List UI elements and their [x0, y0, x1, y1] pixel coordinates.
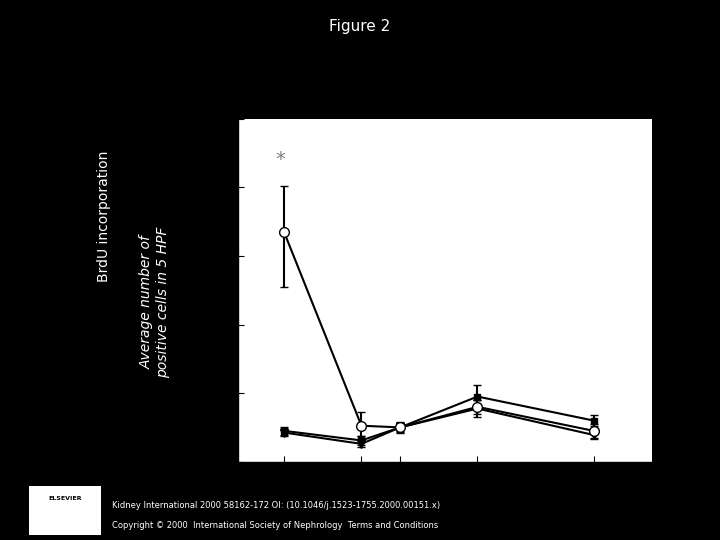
Text: Time,: Time, [316, 492, 364, 507]
Text: days after streptozotocin: days after streptozotocin [364, 492, 555, 507]
Text: Copyright © 2000  International Society of Nephrology  Terms and Conditions: Copyright © 2000 International Society o… [112, 521, 438, 530]
Text: ELSEVIER: ELSEVIER [48, 496, 81, 501]
Text: BrdU incorporation: BrdU incorporation [97, 150, 112, 282]
Text: Kidney International 2000 58162-172 OI: (10.1046/j.1523-1755.2000.00151.x): Kidney International 2000 58162-172 OI: … [112, 501, 440, 510]
Text: Average number of
positive cells in 5 HPF: Average number of positive cells in 5 HP… [140, 227, 170, 378]
Text: Figure 2: Figure 2 [329, 19, 391, 34]
Text: *: * [275, 151, 285, 170]
